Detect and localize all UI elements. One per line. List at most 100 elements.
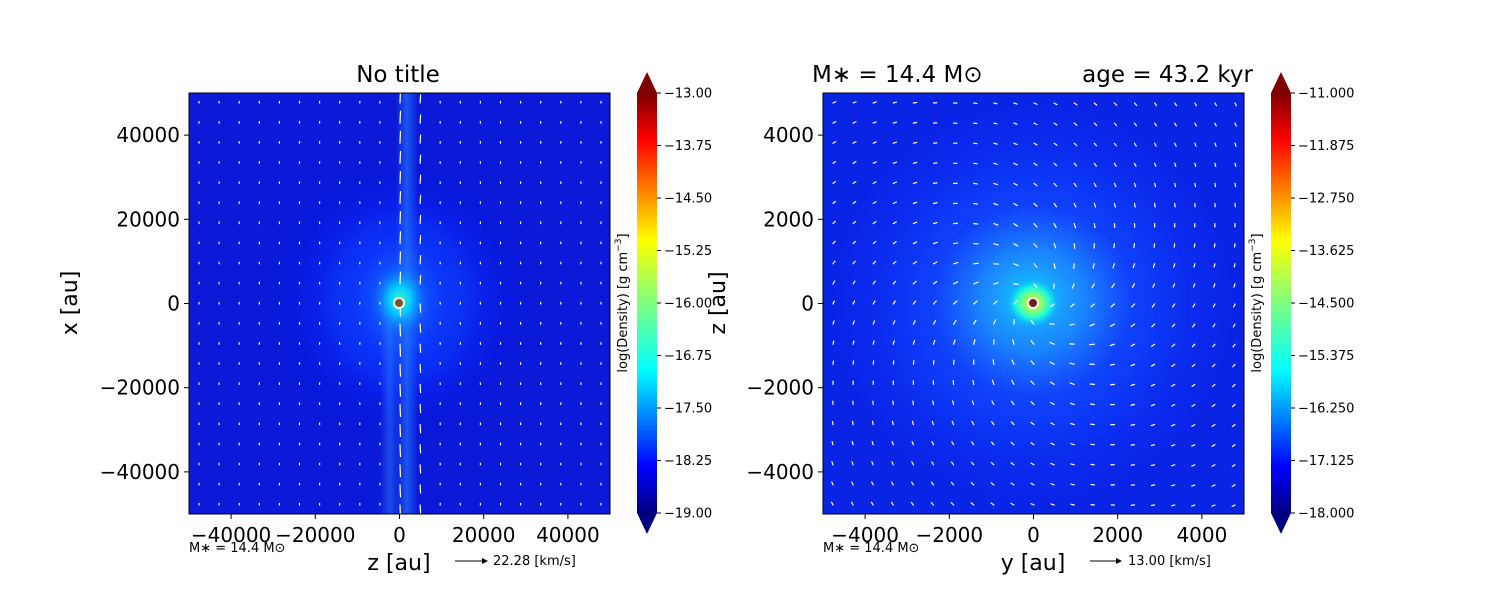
left-velocity-field [198, 93, 602, 514]
right-velocity-arrow [871, 481, 874, 486]
right-velocity-arrow [1073, 122, 1078, 126]
right-velocity-arrow [1151, 323, 1156, 328]
right-velocity-arrow [1093, 223, 1096, 229]
right-velocity-arrow [1133, 142, 1137, 147]
left-velocity-arrow [419, 363, 422, 374]
left-velocity-arrow [419, 403, 422, 414]
right-velocity-arrow [911, 461, 915, 466]
left-velocity-arrow [399, 464, 402, 478]
right-velocity-arrow [1133, 182, 1137, 188]
right-velocity-arrow [1113, 122, 1118, 127]
right-velocity-arrow [1214, 182, 1217, 188]
right-velocity-arrow [952, 242, 959, 245]
right-colorbar-top-extend [1271, 72, 1291, 93]
right-velocity-arrow [1171, 424, 1176, 427]
right-velocity-arrow [971, 400, 975, 406]
right-velocity-arrow [951, 400, 955, 406]
right-colorbar-bottom-extend [1271, 513, 1291, 534]
left-colorbar-tick-label: −14.50 [664, 192, 712, 207]
left-colorbar-tick-label: −13.75 [664, 139, 712, 154]
right-velocity-arrow [832, 200, 837, 205]
right-velocity-arrow [993, 102, 998, 105]
right-velocity-arrow [973, 300, 978, 305]
right-velocity-arrow [1089, 323, 1095, 327]
right-velocity-arrow [852, 101, 857, 104]
right-velocity-arrow [1049, 341, 1055, 345]
right-velocity-arrow [832, 160, 837, 164]
right-velocity-arrow [891, 481, 894, 486]
right-velocity-arrow [1213, 283, 1216, 288]
right-velocity-arrow [832, 260, 836, 265]
right-velocity-arrow [952, 319, 957, 325]
right-velocity-key: 13.00 [km/s] [1090, 554, 1211, 569]
right-velocity-arrow [1053, 122, 1058, 126]
right-velocity-arrow [1153, 243, 1156, 248]
right-velocity-arrow [1073, 202, 1077, 208]
right-velocity-arrow [1211, 484, 1216, 487]
left-velocity-arrow [419, 154, 422, 164]
left-velocity-arrow [399, 271, 402, 285]
right-mass-annotation: M∗ = 14.4 M⊙ [823, 541, 919, 556]
left-colorbar-tick-label: −18.25 [664, 454, 712, 469]
left-velocity-arrow [419, 484, 422, 494]
right-xtick-label: 0 [1027, 523, 1040, 547]
right-velocity-arrow [932, 241, 938, 245]
right-velocity-arrow [1150, 383, 1156, 387]
right-velocity-arrow [911, 420, 915, 426]
left-ytick-label: 20000 [116, 207, 180, 231]
right-velocity-arrow [991, 379, 995, 385]
right-velocity-arrow [1191, 484, 1196, 487]
right-velocity-arrow [973, 202, 979, 205]
right-xtick-label: −4000 [831, 523, 899, 547]
right-velocity-arrow [990, 502, 995, 506]
right-velocity-arrow [872, 181, 877, 184]
right-velocity-arrow [892, 201, 897, 205]
right-velocity-arrow [1191, 403, 1196, 407]
right-velocity-arrow [910, 501, 915, 506]
right-velocity-arrow [932, 261, 938, 265]
right-velocity-arrow [932, 222, 938, 225]
left-velocity-arrow [419, 383, 422, 394]
right-velocity-arrow [1010, 421, 1015, 426]
right-velocity-arrow [1231, 464, 1236, 468]
right-velocity-arrow [1211, 464, 1216, 467]
left-velocity-arrow [399, 424, 402, 438]
right-velocity-arrow [1093, 142, 1098, 147]
right-velocity-arrow [1233, 303, 1236, 308]
left-colorbar-tick-label: −17.50 [664, 402, 712, 417]
right-velocity-arrow [872, 240, 877, 245]
left-velocity-arrow [419, 214, 422, 225]
right-velocity-arrow [1053, 182, 1058, 187]
left-velocity-key-label: 22.28 [km/s] [493, 554, 576, 569]
right-velocity-arrow [912, 241, 918, 245]
right-velocity-arrow [852, 141, 857, 144]
right-velocity-arrow [1013, 182, 1018, 186]
right-velocity-arrow [891, 420, 894, 426]
right-velocity-field [830, 100, 1238, 508]
left-colorbar-bottom-extend [637, 513, 657, 534]
right-velocity-arrow [872, 101, 877, 104]
right-velocity-arrow [1150, 363, 1156, 367]
right-velocity-arrow [1010, 400, 1015, 406]
right-velocity-arrow [992, 359, 995, 365]
right-velocity-arrow [1069, 382, 1075, 385]
right-velocity-arrow [871, 461, 874, 466]
right-velocity-arrow [993, 202, 999, 206]
right-velocity-arrow [973, 319, 977, 325]
right-velocity-arrow [1013, 142, 1018, 146]
right-velocity-arrow [912, 121, 918, 124]
left-velocity-arrow [419, 504, 422, 514]
right-velocity-arrow [1013, 300, 1018, 305]
right-velocity-arrow [993, 122, 998, 125]
right-velocity-arrow [930, 501, 935, 506]
right-velocity-arrow [892, 181, 897, 184]
right-velocity-arrow [872, 280, 876, 285]
right-velocity-arrow [1091, 283, 1095, 289]
right-velocity-arrow [1033, 142, 1038, 146]
left-ytick-label: 0 [167, 292, 180, 316]
right-velocity-arrow [1153, 202, 1156, 208]
right-xlabel: y [au] [1001, 551, 1066, 576]
right-velocity-arrow [1153, 142, 1157, 147]
right-ytick-label: 2000 [763, 207, 814, 231]
right-velocity-arrow [1113, 102, 1118, 106]
